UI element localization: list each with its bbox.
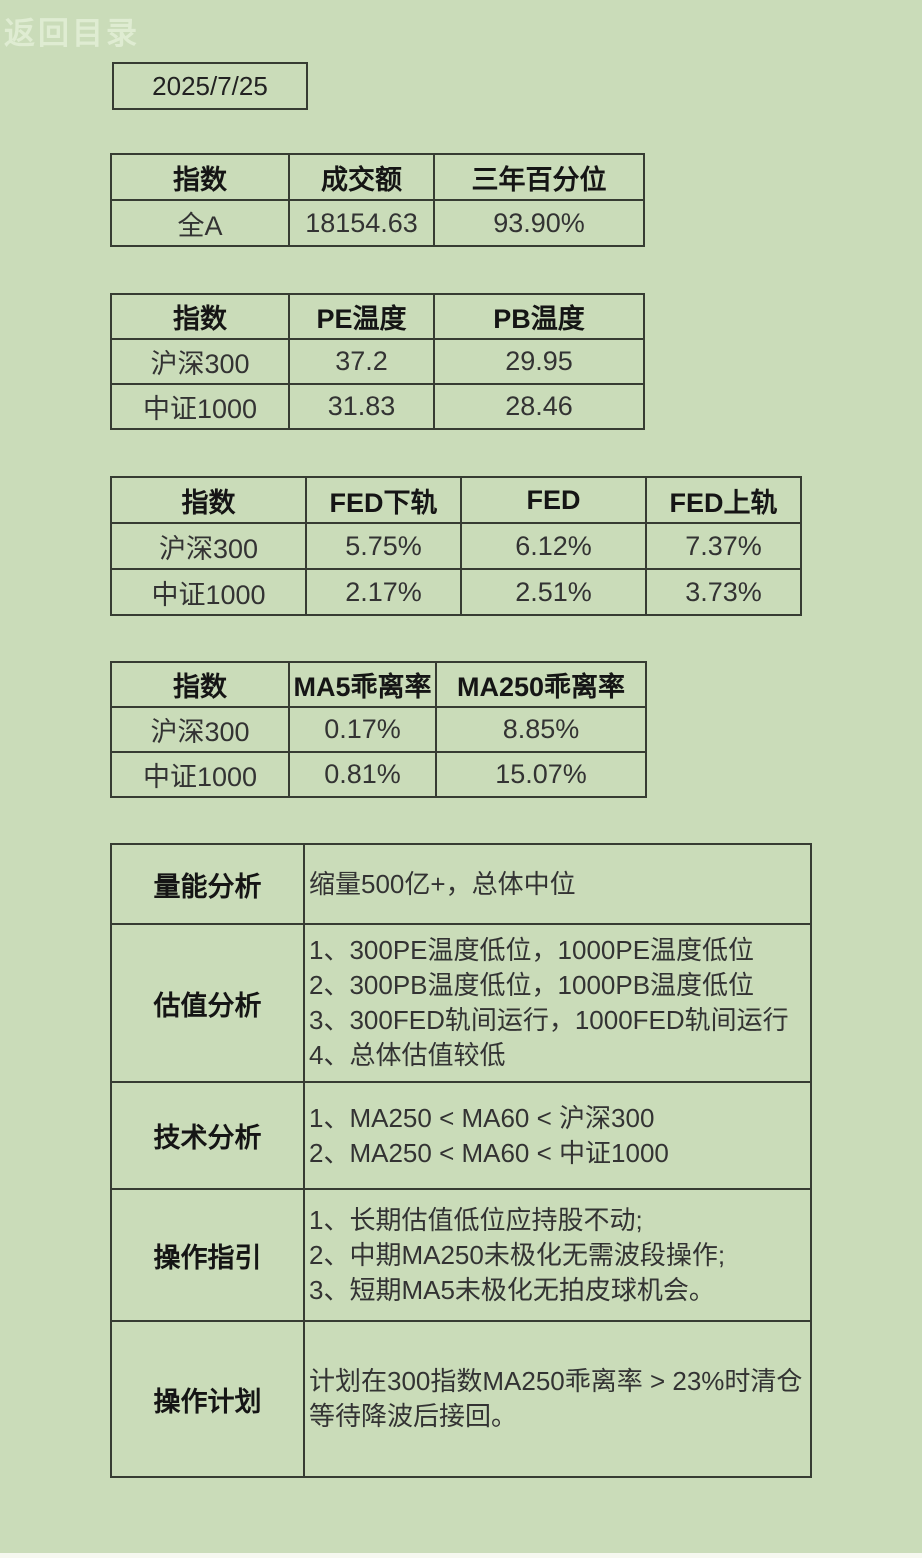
data-cell: 37.2 xyxy=(288,338,435,385)
header-cell: FED xyxy=(460,476,647,524)
analysis-row: 操作计划 计划在300指数MA250乖离率 > 23%时清仓 等待降波后接回。 xyxy=(110,1320,813,1478)
data-cell: 29.95 xyxy=(433,338,645,385)
analysis-content-line: 计划在300指数MA250乖离率 > 23%时清仓 xyxy=(309,1366,803,1396)
data-cell: 5.75% xyxy=(305,522,462,570)
header-cell: 指数 xyxy=(110,476,307,524)
bottom-strip xyxy=(0,1553,922,1558)
analysis-content-line: 1、长期估值低位应持股不动; xyxy=(309,1204,643,1235)
analysis-content-line: 4、总体估值较低 xyxy=(309,1040,506,1070)
data-cell: 中证1000 xyxy=(110,751,290,798)
data-cell: 沪深300 xyxy=(110,522,307,570)
date-text: 2025/7/25 xyxy=(152,70,268,101)
analysis-content-line: 1、MA250 < MA60 < 沪深300 xyxy=(309,1102,655,1133)
analysis-content-line: 等待降波后接回。 xyxy=(309,1401,518,1431)
table-row: 沪深300 37.2 29.95 xyxy=(110,338,645,385)
data-cell: 0.17% xyxy=(288,706,437,753)
header-cell: 成交额 xyxy=(288,153,435,201)
analysis-content: 计划在300指数MA250乖离率 > 23%时清仓 等待降波后接回。 xyxy=(302,1320,813,1478)
date-box: 2025/7/25 xyxy=(112,62,308,110)
analysis-content: 1、MA250 < MA60 < 沪深300 2、MA250 < MA60 < 中… xyxy=(302,1081,813,1190)
analysis-row: 估值分析 1、300PE温度低位，1000PE温度低位 2、300PB温度低位，10… xyxy=(110,923,813,1083)
header-cell: MA250乖离率 xyxy=(435,661,647,708)
data-cell: 中证1000 xyxy=(110,568,307,616)
header-cell: FED下轨 xyxy=(305,476,462,524)
table-header-row: 指数 MA5乖离率 MA250乖离率 xyxy=(110,661,647,708)
header-cell: 指数 xyxy=(110,661,290,708)
analysis-label: 操作计划 xyxy=(110,1320,305,1478)
data-cell: 沪深300 xyxy=(110,706,290,753)
header-cell: MA5乖离率 xyxy=(288,661,437,708)
data-cell: 18154.63 xyxy=(288,199,435,247)
analysis-table: 量能分析 缩量500亿+，总体中位 估值分析 1、300PE温度低位，1000PE温度… xyxy=(110,843,813,1478)
analysis-content-line: 2、MA250 < MA60 < 中证1000 xyxy=(309,1137,669,1168)
analysis-content-line: 2、300PB温度低位，1000PB温度低位 xyxy=(309,970,755,1000)
table-row: 中证1000 2.17% 2.51% 3.73% xyxy=(110,568,802,616)
data-cell: 全A xyxy=(110,199,290,247)
analysis-label: 估值分析 xyxy=(110,923,305,1083)
table-row: 中证1000 31.83 28.46 xyxy=(110,383,645,430)
data-cell: 7.37% xyxy=(645,522,802,570)
table-header-row: 指数 成交额 三年百分位 xyxy=(110,153,645,201)
analysis-content: 1、长期估值低位应持股不动; 2、中期MA250未极化无需波段操作; 3、短期MA5… xyxy=(302,1188,813,1322)
header-cell: PB温度 xyxy=(433,293,645,340)
data-cell: 中证1000 xyxy=(110,383,290,430)
table-row: 沪深300 5.75% 6.12% 7.37% xyxy=(110,522,802,570)
data-cell: 93.90% xyxy=(433,199,645,247)
table-header-row: 指数 FED下轨 FED FED上轨 xyxy=(110,476,802,524)
table-row: 沪深300 0.17% 8.85% xyxy=(110,706,647,753)
data-cell: 31.83 xyxy=(288,383,435,430)
analysis-content: 1、300PE温度低位，1000PE温度低位 2、300PB温度低位，1000PB… xyxy=(302,923,813,1083)
analysis-content-line: 2、中期MA250未极化无需波段操作; xyxy=(309,1239,726,1270)
header-cell: FED上轨 xyxy=(645,476,802,524)
turnover-table: 指数 成交额 三年百分位 全A 18154.63 93.90% xyxy=(110,153,645,247)
table-row: 中证1000 0.81% 15.07% xyxy=(110,751,647,798)
back-to-toc-link[interactable]: 返回目录 xyxy=(4,16,140,51)
analysis-content-line: 缩量500亿+，总体中位 xyxy=(309,868,576,899)
analysis-content-line: 3、300FED轨间运行，1000FED轨间运行 xyxy=(309,1005,789,1035)
fed-bands-table: 指数 FED下轨 FED FED上轨 沪深300 5.75% 6.12% 7.37% 中证100… xyxy=(110,476,802,616)
analysis-label: 量能分析 xyxy=(110,843,305,925)
analysis-row: 操作指引 1、长期估值低位应持股不动; 2、中期MA250未极化无需波段操作; 3、短… xyxy=(110,1188,813,1322)
header-cell: PE温度 xyxy=(288,293,435,340)
header-cell: 指数 xyxy=(110,293,290,340)
data-cell: 8.85% xyxy=(435,706,647,753)
data-cell: 0.81% xyxy=(288,751,437,798)
data-cell: 3.73% xyxy=(645,568,802,616)
data-cell: 2.51% xyxy=(460,568,647,616)
analysis-content: 缩量500亿+，总体中位 xyxy=(302,843,813,925)
data-cell: 6.12% xyxy=(460,522,647,570)
analysis-label: 技术分析 xyxy=(110,1081,305,1190)
data-cell: 沪深300 xyxy=(110,338,290,385)
analysis-row: 技术分析 1、MA250 < MA60 < 沪深300 2、MA250 < MA60… xyxy=(110,1081,813,1190)
data-cell: 2.17% xyxy=(305,568,462,616)
analysis-row: 量能分析 缩量500亿+，总体中位 xyxy=(110,843,813,925)
data-cell: 28.46 xyxy=(433,383,645,430)
analysis-content-line: 1、300PE温度低位，1000PE温度低位 xyxy=(309,935,755,965)
pe-pb-temperature-table: 指数 PE温度 PB温度 沪深300 37.2 29.95 中证1000 31.83 28.46 xyxy=(110,293,645,430)
table-header-row: 指数 PE温度 PB温度 xyxy=(110,293,645,340)
header-cell: 指数 xyxy=(110,153,290,201)
table-row: 全A 18154.63 93.90% xyxy=(110,199,645,247)
ma-bias-table: 指数 MA5乖离率 MA250乖离率 沪深300 0.17% 8.85% 中证1000 0.8… xyxy=(110,661,647,798)
header-cell: 三年百分位 xyxy=(433,153,645,201)
analysis-content-line: 3、短期MA5未极化无拍皮球机会。 xyxy=(309,1274,715,1305)
data-cell: 15.07% xyxy=(435,751,647,798)
analysis-label: 操作指引 xyxy=(110,1188,305,1322)
